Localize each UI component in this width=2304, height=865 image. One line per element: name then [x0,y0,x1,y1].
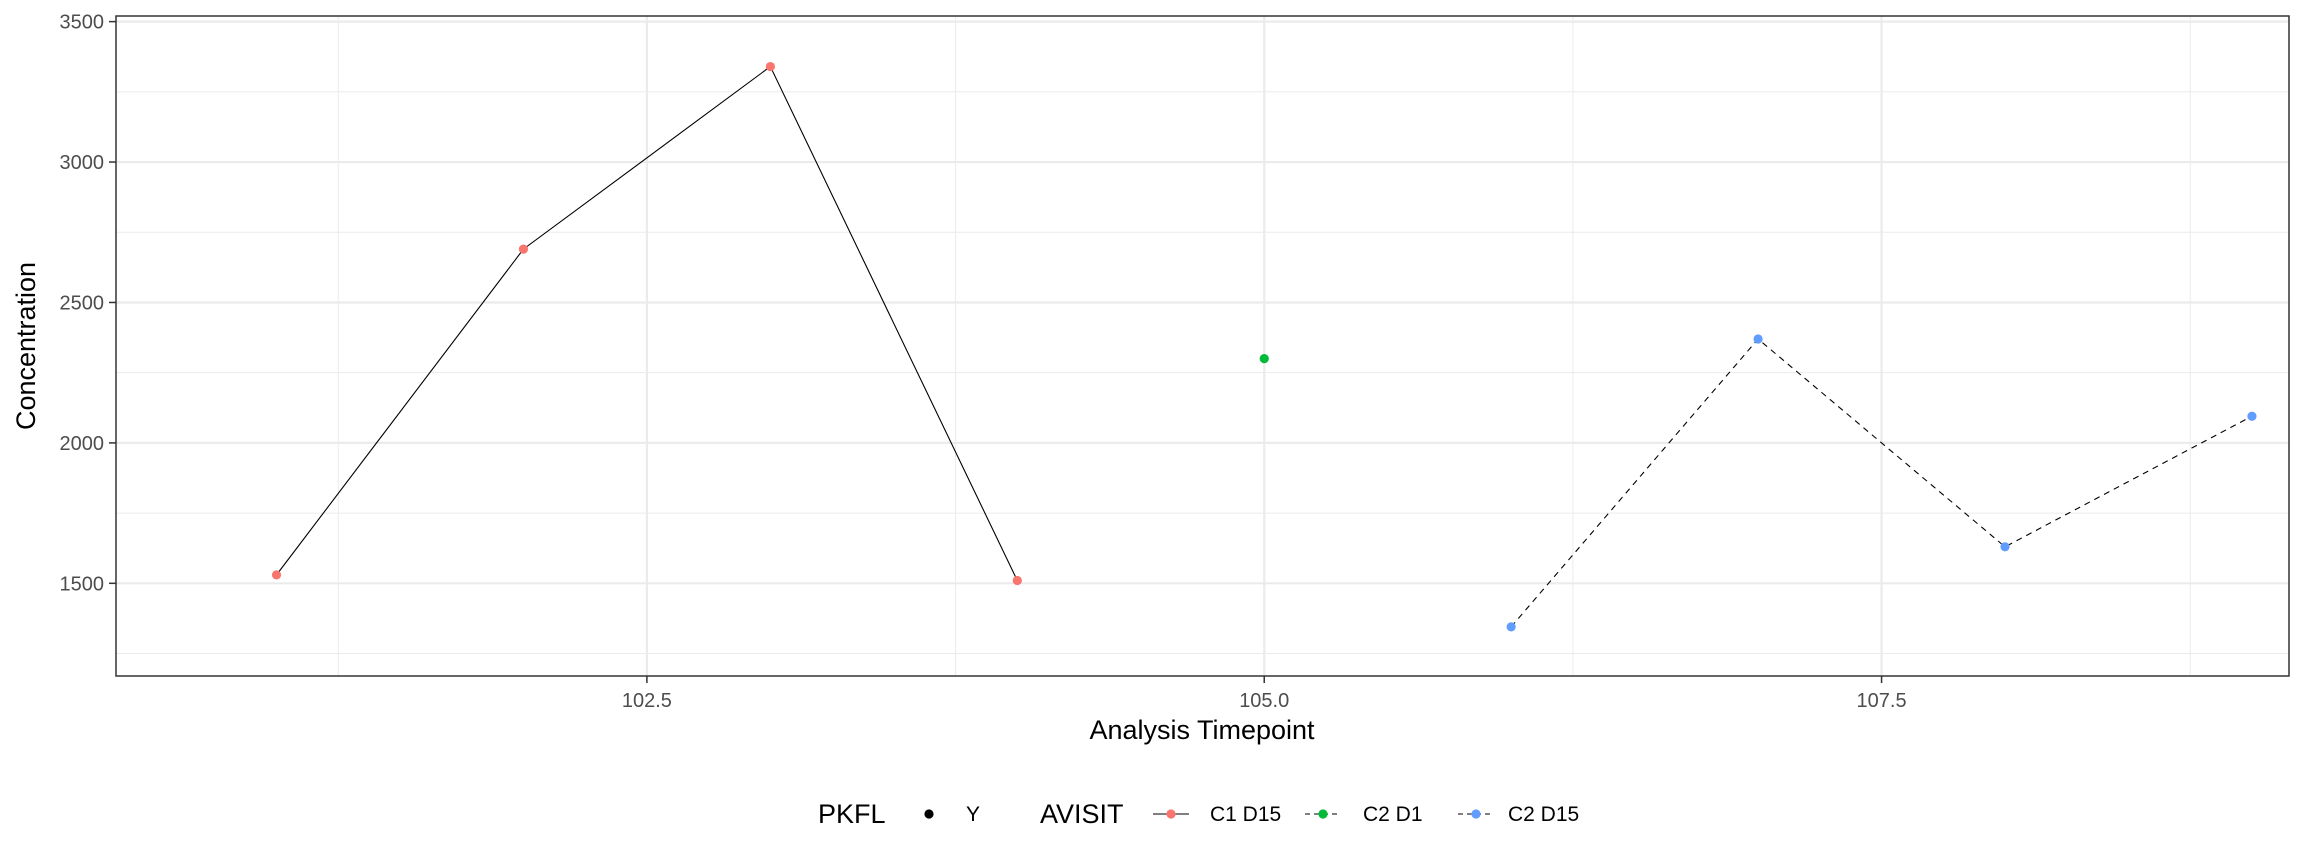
data-point [518,244,529,254]
data-point [2000,542,2010,552]
series-line [1510,338,2253,628]
legend-key-point [1166,809,1176,819]
legend-label: C2 D15 [1508,803,1579,826]
data-point [1506,622,1516,632]
y-axis-title: Concentration [11,262,41,430]
data-point [1012,575,1022,586]
y-tick-label: 2500 [60,292,105,314]
legend-key-point [924,809,934,819]
y-tick-label: 3000 [60,152,105,174]
series-line [276,65,1018,581]
legend-label: C2 D1 [1363,803,1423,826]
series-points [271,61,2257,632]
x-axis: 102.5 105.0 107.5 [622,676,1907,712]
legend-key-point [1471,809,1481,819]
plot-panel-border [115,15,2290,677]
y-tick-label: 3500 [60,12,105,34]
data-point [1259,354,1269,364]
series-lines [276,65,2253,628]
legend-label-y: Y [966,803,980,826]
y-axis: 1500 2000 2500 3000 3500 [60,12,116,595]
data-point [2247,411,2257,421]
legend-key-point [1318,809,1328,819]
data-point [1753,334,1763,344]
legend-title-avisit: AVISIT [1040,799,1124,829]
x-axis-title: Analysis Timepoint [1089,715,1315,745]
minor-gridlines [116,16,2289,676]
x-tick-label: 102.5 [622,690,672,712]
plot-background [116,16,2289,676]
y-tick-label: 1500 [60,573,105,595]
y-tick-label: 2000 [60,433,105,455]
data-point [765,61,775,72]
data-point [271,570,282,580]
x-tick-label: 105.0 [1239,690,1289,712]
legend: PKFL Y AVISIT C1 D15 C2 D1 C2 D15 [818,799,1579,829]
x-tick-label: 107.5 [1857,690,1907,712]
legend-label: C1 D15 [1210,803,1281,826]
major-gridlines [116,16,2289,676]
legend-title-pkfl: PKFL [818,799,886,829]
